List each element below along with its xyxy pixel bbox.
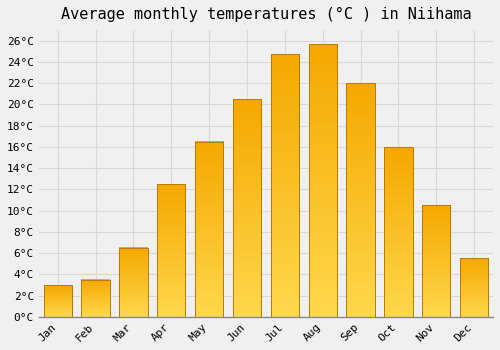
Bar xyxy=(422,205,450,317)
Bar xyxy=(233,99,261,317)
Bar xyxy=(195,142,224,317)
Bar xyxy=(44,285,72,317)
Bar xyxy=(119,248,148,317)
Bar xyxy=(270,55,299,317)
Bar xyxy=(308,44,337,317)
Bar xyxy=(346,83,375,317)
Bar xyxy=(384,147,412,317)
Bar xyxy=(82,280,110,317)
Bar xyxy=(157,184,186,317)
Bar xyxy=(460,258,488,317)
Title: Average monthly temperatures (°C ) in Niihama: Average monthly temperatures (°C ) in Ni… xyxy=(60,7,471,22)
